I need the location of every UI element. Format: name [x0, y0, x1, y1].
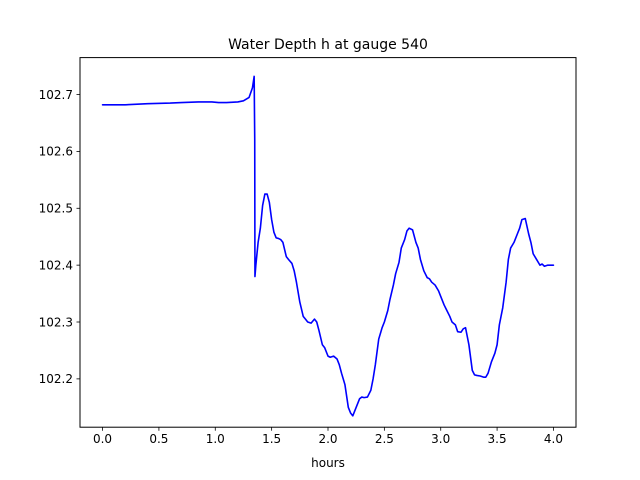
axis-ticks: 0.0 0.5 1.0 1.5 2.0 2.5 3.0 3.5 4.0 102.2 102.3 102…: [39, 88, 563, 446]
x-tick-label: 0.0: [93, 432, 112, 446]
x-tick-label: 0.5: [149, 432, 168, 446]
x-tick-label: 2.0: [318, 432, 337, 446]
y-tick-label: 102.4: [39, 258, 73, 272]
y-tick-label: 102.5: [39, 202, 73, 216]
x-tick-label: 4.0: [544, 432, 563, 446]
x-axis-label: hours: [311, 456, 345, 470]
water-depth-series-line: [101, 75, 555, 417]
plot-area: [101, 75, 555, 417]
x-tick-label: 3.5: [488, 432, 507, 446]
x-tick-label: 2.5: [375, 432, 394, 446]
chart-title: Water Depth h at gauge 540: [228, 37, 428, 53]
y-tick-label: 102.3: [39, 315, 73, 329]
plot-frame: [79, 57, 577, 428]
x-tick-label: 1.0: [206, 432, 225, 446]
x-tick-label: 3.0: [431, 432, 450, 446]
y-tick-label: 102.7: [39, 88, 73, 102]
x-tick-label: 1.5: [262, 432, 281, 446]
y-tick-label: 102.6: [39, 145, 73, 159]
y-tick-label: 102.2: [39, 372, 73, 386]
